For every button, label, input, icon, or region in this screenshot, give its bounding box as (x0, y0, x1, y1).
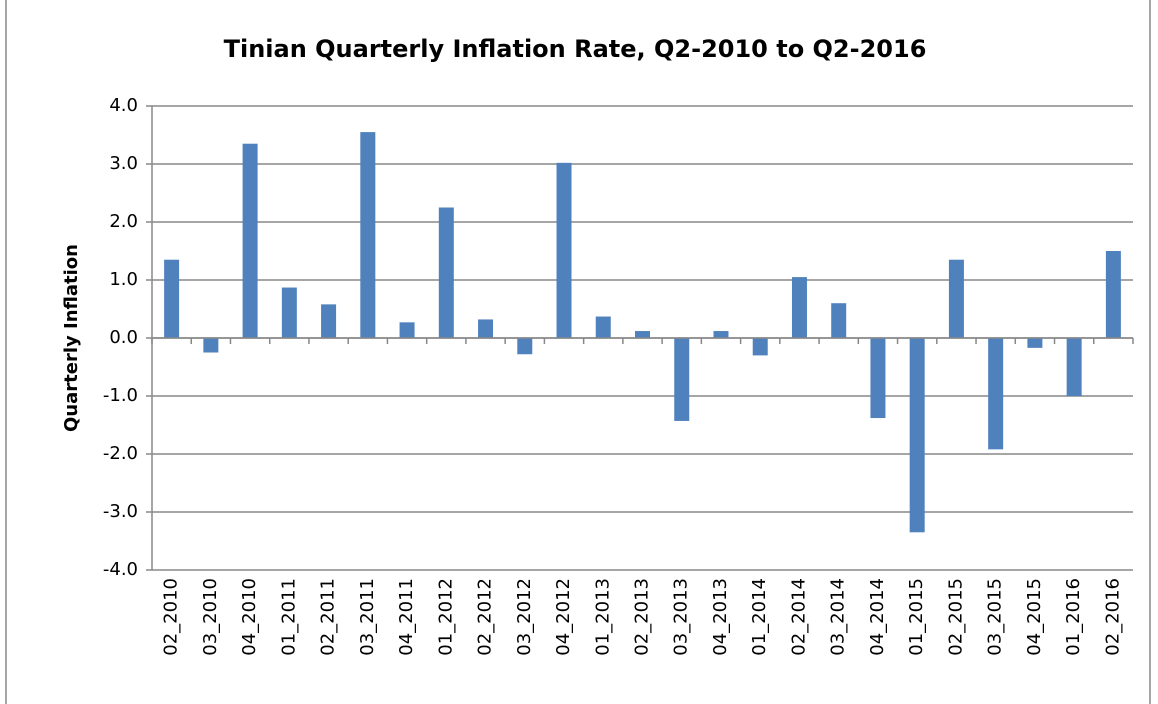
x-tick-label: 03_2010 (200, 578, 221, 656)
y-tick-label: 3.0 (109, 153, 138, 174)
bar (831, 303, 847, 338)
x-tick-label: 02_2016 (1102, 578, 1123, 656)
y-tick-label: 1.0 (109, 269, 138, 290)
bar (1105, 251, 1121, 338)
bar (478, 319, 494, 338)
x-tick-label: 04_2013 (710, 578, 731, 656)
bar (399, 322, 415, 338)
x-tick-label: 03_2015 (985, 578, 1006, 656)
bar (203, 338, 219, 353)
bar (752, 338, 768, 356)
bar (988, 338, 1004, 450)
bar (556, 162, 572, 338)
bar (321, 304, 337, 338)
x-tick-label: 02_2010 (161, 578, 182, 656)
bar (713, 331, 729, 338)
bar (242, 143, 258, 338)
x-tick-label: 02_2014 (788, 578, 809, 656)
x-tick-label: 02_2011 (318, 578, 339, 656)
bar (438, 207, 454, 338)
bar (948, 259, 964, 338)
y-tick-label: -1.0 (103, 385, 138, 406)
x-tick-label: 04_2011 (396, 578, 417, 656)
x-tick-label: 01_2016 (1063, 578, 1084, 656)
bar (674, 338, 690, 421)
chart-title: Tinian Quarterly Inflation Rate, Q2-2010… (224, 35, 927, 63)
bar (1066, 338, 1082, 396)
bar (909, 338, 925, 533)
x-tick-label: 02_2013 (632, 578, 653, 656)
y-tick-label: 0.0 (109, 327, 138, 348)
x-tick-label: 04_2015 (1024, 578, 1045, 656)
x-tick-label: 03_2011 (357, 578, 378, 656)
x-tick-label: 03_2013 (671, 578, 692, 656)
bar (164, 259, 180, 338)
y-tick-label: -4.0 (103, 559, 138, 580)
bar (635, 331, 650, 338)
bar (360, 132, 376, 338)
bar (595, 316, 611, 338)
x-tick-label: 04_2012 (553, 578, 574, 656)
bar (791, 277, 807, 338)
y-axis-label: Quarterly Inflation (61, 244, 82, 432)
x-tick-label: 01_2014 (749, 578, 770, 656)
x-tick-label: 03_2012 (514, 578, 535, 656)
x-tick-label: 04_2010 (239, 578, 260, 656)
y-tick-label: 2.0 (109, 211, 138, 232)
chart-frame (5, 0, 1151, 704)
x-tick-label: 04_2014 (867, 578, 888, 656)
x-tick-label: 02_2012 (475, 578, 496, 656)
bar (281, 287, 297, 338)
x-tick-label: 01_2011 (278, 578, 299, 656)
bar (870, 338, 886, 419)
y-tick-label: -2.0 (103, 443, 138, 464)
x-tick-label: 01_2013 (592, 578, 613, 656)
x-tick-label: 02_2015 (945, 578, 966, 656)
bar (517, 338, 533, 355)
x-tick-label: 01_2012 (435, 578, 456, 656)
x-tick-label: 03_2014 (828, 578, 849, 656)
y-tick-label: -3.0 (103, 501, 138, 522)
y-tick-label: 4.0 (109, 95, 138, 116)
x-tick-label: 01_2015 (906, 578, 927, 656)
bar (1027, 338, 1043, 348)
